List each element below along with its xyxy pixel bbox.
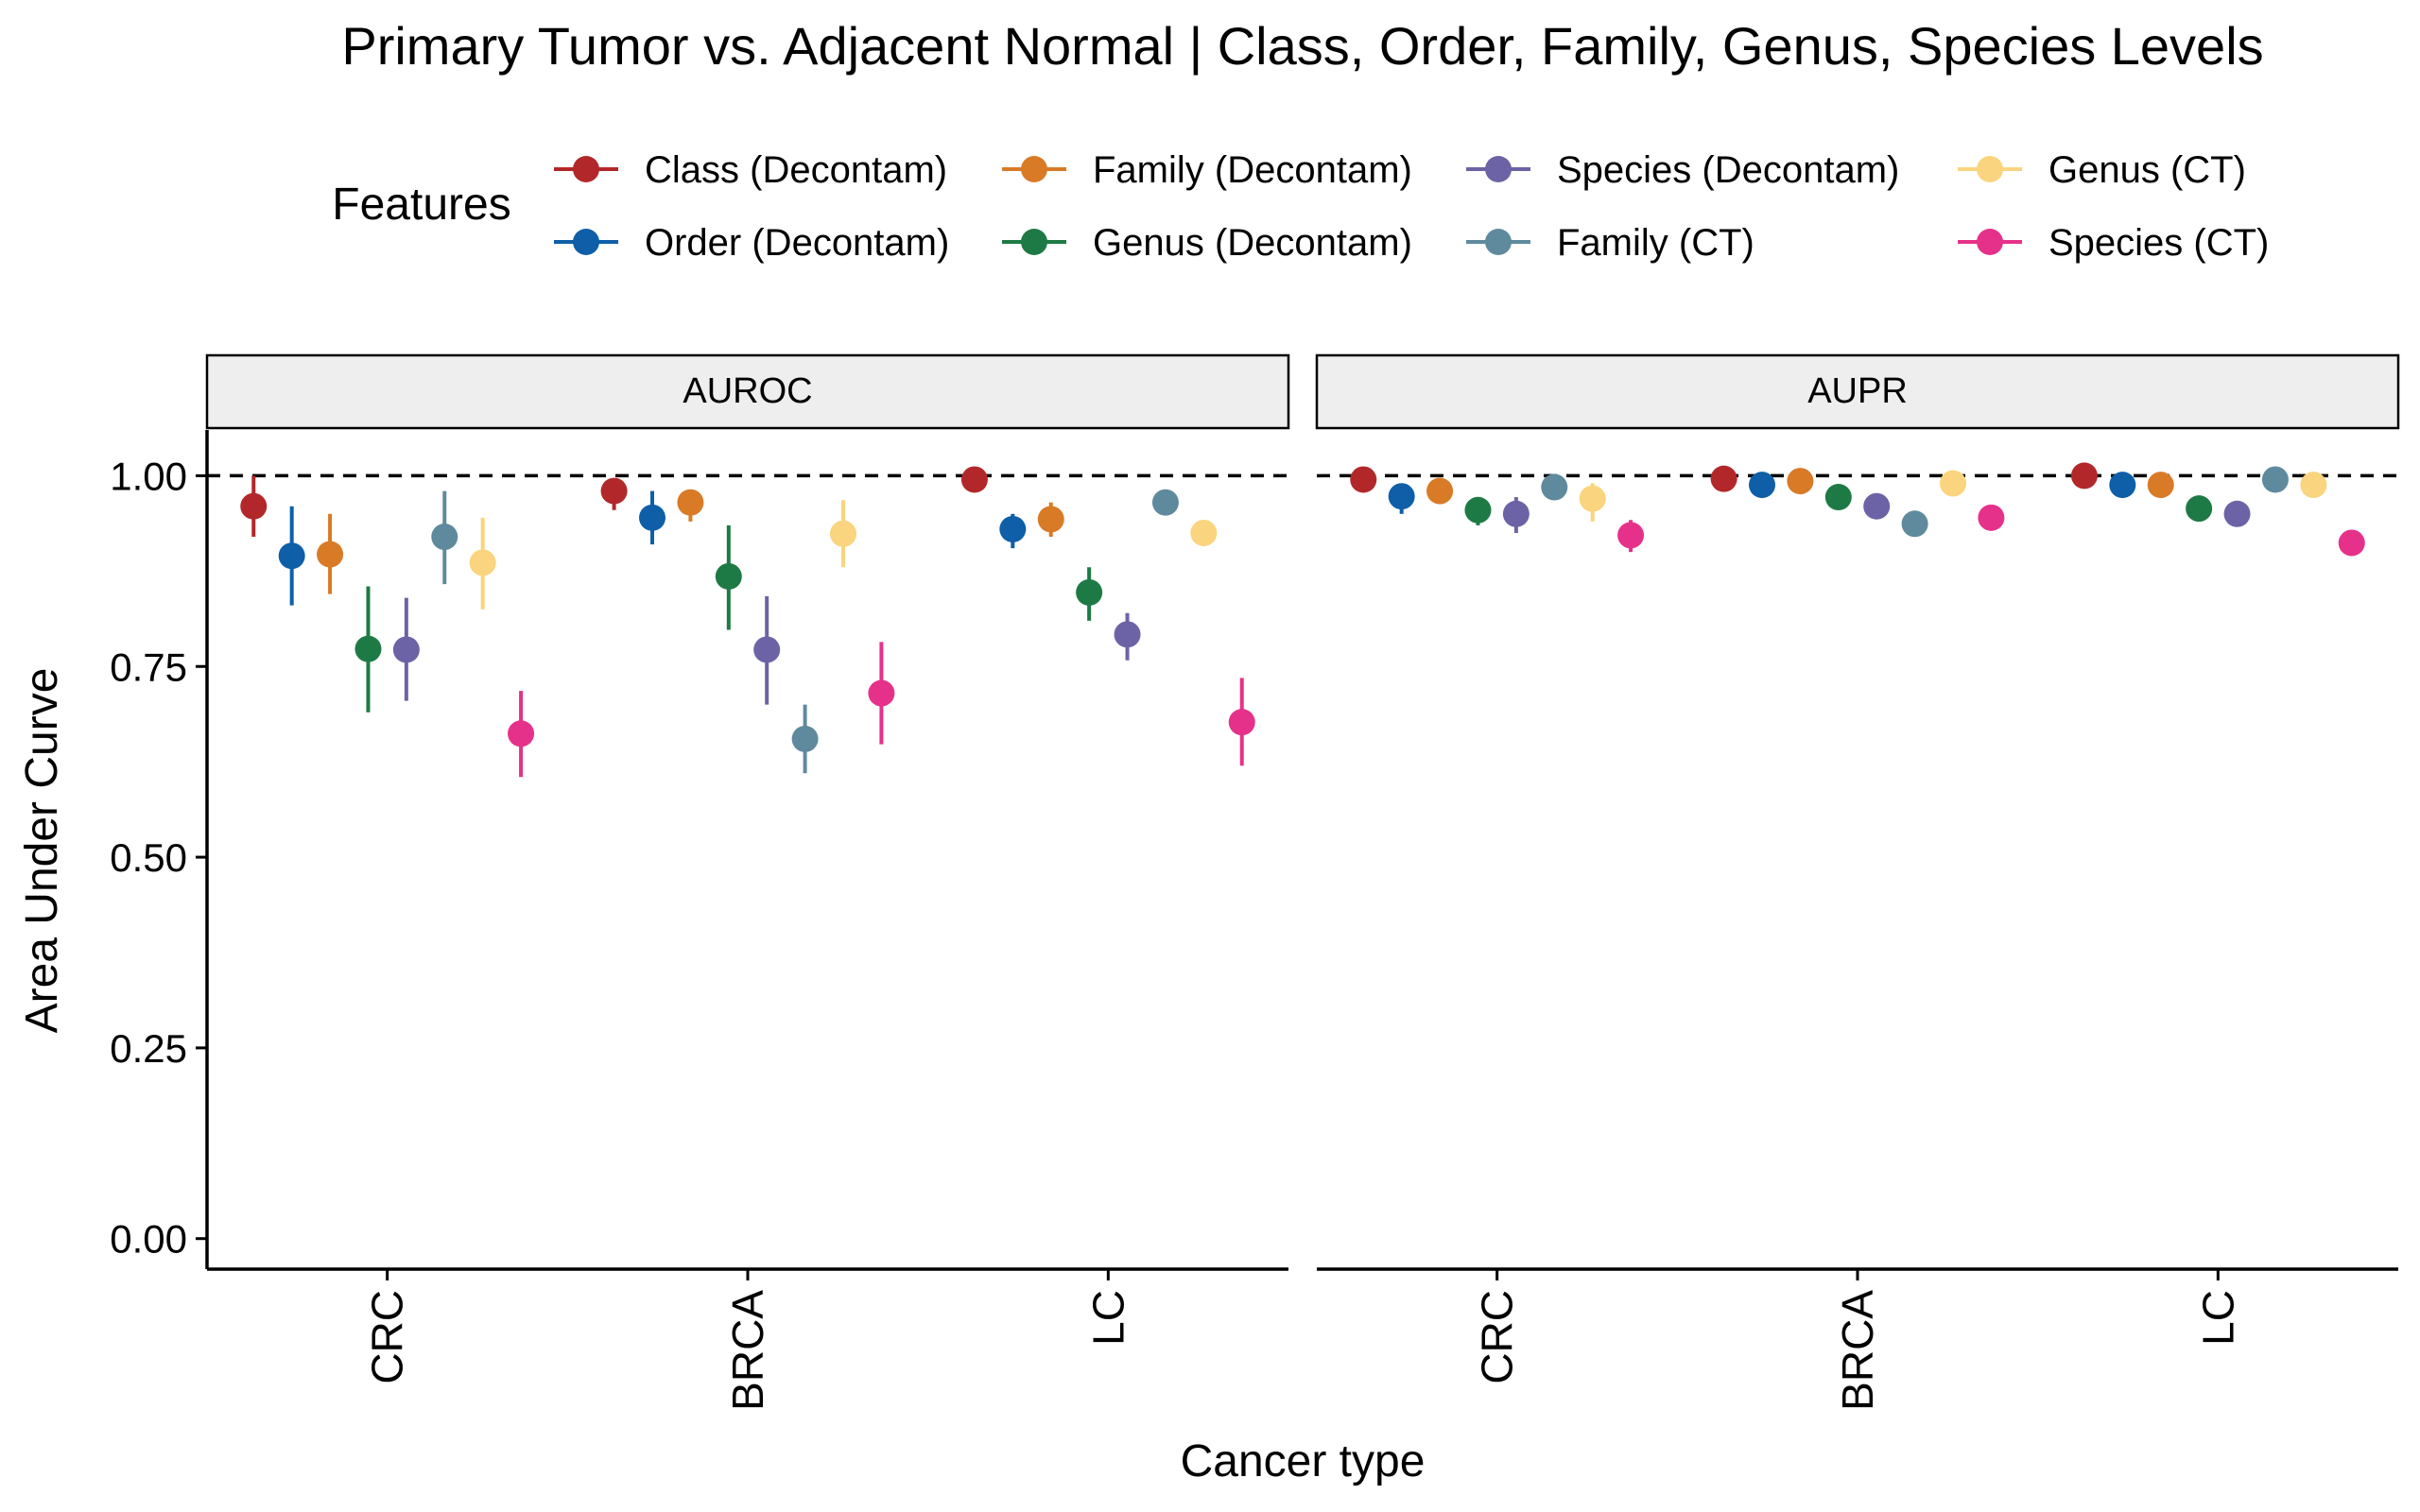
legend: Features Class (Decontam) Order (Decontam…	[332, 149, 2269, 264]
legend-item: Genus (CT)	[1958, 149, 2246, 191]
data-point	[1541, 473, 1568, 501]
panel-strip	[205, 353, 1290, 430]
data-point	[677, 489, 704, 516]
data-point	[639, 504, 666, 531]
legend-item: Order (Decontam)	[554, 222, 949, 264]
x-axis-label: Cancer type	[1181, 1436, 1426, 1486]
legend-title: Features	[332, 180, 510, 230]
x-tick-label: LC	[1083, 1290, 1132, 1346]
data-point	[1037, 506, 1064, 533]
legend-key-point	[1977, 156, 2003, 182]
data-point	[1426, 477, 1454, 505]
data-point	[392, 636, 420, 663]
data-point	[2070, 462, 2098, 490]
legend-item: Family (CT)	[1466, 222, 1754, 264]
x-tick-label: LC	[2193, 1290, 2242, 1346]
data-point	[240, 492, 268, 520]
legend-item: Genus (Decontam)	[1002, 222, 1412, 264]
data-point	[2147, 472, 2174, 499]
y-axis: 0.00 0.25 0.50 0.75 1.00	[110, 454, 207, 1262]
data-point	[2186, 495, 2213, 523]
legend-label: Species (CT)	[2048, 222, 2269, 264]
data-point	[830, 520, 856, 547]
y-tick-label: 0.75	[110, 644, 187, 689]
chart-title: Primary Tumor vs. Adjacent Normal | Clas…	[341, 16, 2263, 76]
data-point	[753, 636, 781, 663]
legend-label: Genus (Decontam)	[1093, 222, 1412, 264]
legend-key-point	[1485, 229, 1512, 255]
y-tick-label: 0.00	[110, 1217, 187, 1262]
y-tick-label: 1.00	[110, 454, 187, 498]
data-point	[1464, 496, 1492, 524]
legend-item: Family (Decontam)	[1002, 149, 1412, 191]
data-point	[1151, 489, 1179, 516]
data-point	[1749, 472, 1775, 499]
data-point	[1076, 578, 1103, 606]
legend-label: Family (CT)	[1557, 222, 1754, 264]
data-point	[1502, 500, 1530, 527]
data-point	[1787, 468, 1814, 495]
data-point	[508, 720, 535, 747]
y-axis-label: Area Under Curve	[17, 668, 67, 1034]
legend-item: Class (Decontam)	[554, 149, 947, 191]
data-point	[278, 542, 305, 570]
legend-key-point	[573, 229, 599, 255]
data-point	[1940, 470, 1966, 497]
data-point	[2300, 472, 2327, 499]
data-point	[2109, 472, 2136, 499]
data-point	[1617, 522, 1645, 549]
panels: AUROC CRC BRCA LC AUPR CRC BRCA LC	[205, 353, 2400, 1411]
data-point	[1863, 492, 1891, 520]
legend-label: Family (Decontam)	[1093, 149, 1412, 191]
data-point	[1350, 466, 1377, 493]
data-point	[2223, 500, 2251, 527]
data-point	[469, 549, 496, 576]
x-tick-label: BRCA	[1833, 1290, 1882, 1411]
x-tick-label: CRC	[1473, 1290, 1522, 1384]
legend-items: Class (Decontam) Order (Decontam) Family (…	[554, 149, 2269, 264]
legend-item: Species (CT)	[1958, 222, 2269, 264]
data-point	[431, 524, 458, 551]
data-point	[1579, 485, 1606, 512]
legend-label: Genus (CT)	[2048, 149, 2246, 191]
data-point	[354, 635, 382, 662]
legend-key-point	[1977, 229, 2003, 255]
legend-key-point	[573, 156, 599, 182]
data-point	[715, 562, 742, 590]
legend-label: Species (Decontam)	[1557, 149, 1899, 191]
x-tick-label: CRC	[363, 1290, 412, 1384]
data-point	[1824, 484, 1852, 511]
legend-key-point	[1021, 229, 1047, 255]
panel-strip-label: AUPR	[1807, 371, 1908, 411]
legend-label: Class (Decontam)	[645, 149, 947, 191]
legend-item: Species (Decontam)	[1466, 149, 1899, 191]
data-point	[2261, 466, 2289, 493]
panel-strip	[1315, 353, 2400, 430]
data-point	[791, 725, 819, 752]
legend-key-point	[1021, 156, 1047, 182]
data-point	[1114, 621, 1141, 648]
legend-label: Order (Decontam)	[645, 222, 949, 264]
y-tick-label: 0.50	[110, 835, 187, 880]
data-point	[1190, 519, 1218, 546]
legend-key-point	[1485, 156, 1512, 182]
x-tick-label: BRCA	[723, 1290, 772, 1411]
data-point	[1710, 465, 1737, 492]
data-point	[317, 541, 344, 568]
data-point	[1228, 709, 1255, 736]
panel-auroc: AUROC CRC BRCA LC	[205, 353, 1290, 1411]
panel-aupr: AUPR CRC BRCA LC	[1315, 353, 2400, 1411]
data-point	[1978, 504, 2005, 531]
data-point	[600, 477, 628, 505]
y-tick-label: 0.25	[110, 1026, 187, 1071]
data-point	[960, 466, 988, 493]
panel-strip-label: AUROC	[683, 371, 812, 411]
data-point	[868, 679, 895, 707]
data-point	[2338, 529, 2365, 557]
data-point	[999, 515, 1027, 542]
data-point	[1901, 510, 1928, 538]
data-point	[1388, 483, 1415, 510]
